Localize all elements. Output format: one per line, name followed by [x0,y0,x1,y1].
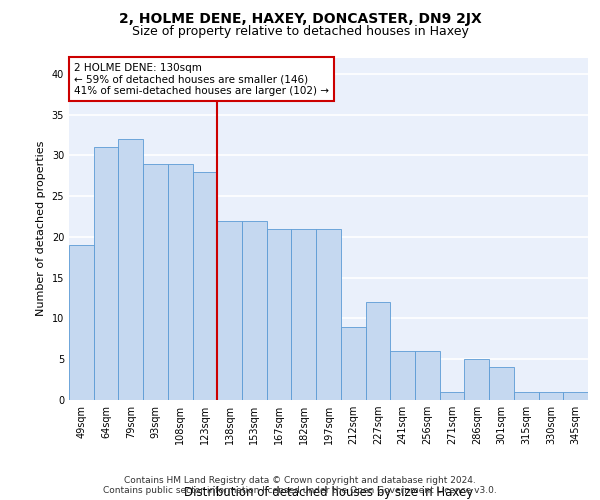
Bar [514,392,539,400]
Bar [118,139,143,400]
Bar [94,147,118,400]
Bar [193,172,217,400]
Bar [539,392,563,400]
Bar [489,368,514,400]
Bar [440,392,464,400]
Bar [242,220,267,400]
Bar [267,229,292,400]
X-axis label: Distribution of detached houses by size in Haxey: Distribution of detached houses by size … [184,486,473,499]
Bar [563,392,588,400]
Bar [217,220,242,400]
Bar [464,359,489,400]
Text: Size of property relative to detached houses in Haxey: Size of property relative to detached ho… [131,25,469,38]
Bar [69,245,94,400]
Text: 2, HOLME DENE, HAXEY, DONCASTER, DN9 2JX: 2, HOLME DENE, HAXEY, DONCASTER, DN9 2JX [119,12,481,26]
Bar [143,164,168,400]
Text: Contains HM Land Registry data © Crown copyright and database right 2024.
Contai: Contains HM Land Registry data © Crown c… [103,476,497,495]
Bar [365,302,390,400]
Bar [168,164,193,400]
Bar [415,351,440,400]
Bar [292,229,316,400]
Bar [341,326,365,400]
Y-axis label: Number of detached properties: Number of detached properties [36,141,46,316]
Text: 2 HOLME DENE: 130sqm
← 59% of detached houses are smaller (146)
41% of semi-deta: 2 HOLME DENE: 130sqm ← 59% of detached h… [74,62,329,96]
Bar [316,229,341,400]
Bar [390,351,415,400]
